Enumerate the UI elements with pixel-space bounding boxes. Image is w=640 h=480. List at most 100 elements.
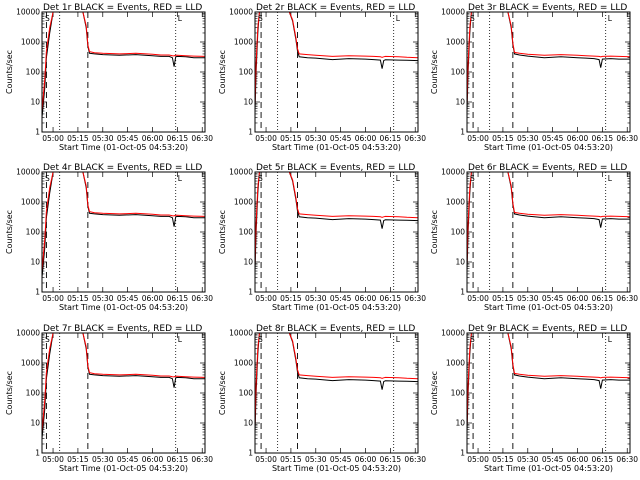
series-line-events — [255, 12, 418, 112]
chart-panel-7: 1 10 100 1000 10000 05:00 05:15 05:30 05:45 06:00… — [5, 324, 213, 473]
y-tick-label: 10000 — [16, 329, 40, 338]
corner-label-left: S — [470, 14, 475, 23]
y-tick-label: 10000 — [229, 168, 253, 177]
x-tick-label: 05:00 — [255, 134, 277, 143]
x-tick-label: 06:00 — [567, 294, 589, 303]
series-line-events — [467, 12, 630, 112]
plot-frame — [466, 332, 631, 454]
y-tick-label: 1 — [35, 288, 40, 297]
y-axis-label: Counts/sec — [218, 50, 227, 94]
chart-title: Det 7r BLACK = Events, RED = LLD — [43, 324, 202, 334]
corner-label-right: L — [608, 14, 613, 23]
chart-title: Det 5r BLACK = Events, RED = LLD — [256, 163, 415, 173]
corner-label-left: S — [45, 174, 50, 183]
y-axis-label: Counts/sec — [5, 371, 14, 415]
y-tick-label: 1000 — [446, 198, 465, 207]
y-tick-label: 1 — [460, 449, 465, 458]
series-line-lld — [42, 333, 205, 433]
chart-title: Det 3r BLACK = Events, RED = LLD — [468, 3, 627, 13]
x-axis-label: Start Time (01-Oct-05 04:53:20) — [272, 464, 401, 473]
x-tick-label: 06:00 — [567, 134, 589, 143]
x-tick-label: 05:45 — [117, 294, 139, 303]
corner-label-left: S — [258, 14, 263, 23]
x-tick-label: 06:30 — [616, 294, 638, 303]
x-tick-label: 05:15 — [280, 134, 302, 143]
chart-title: Det 1r BLACK = Events, RED = LLD — [43, 3, 202, 13]
corner-label-left: S — [45, 335, 50, 344]
y-tick-label: 1 — [248, 128, 253, 137]
x-tick-label: 06:00 — [142, 134, 164, 143]
x-axis-label: Start Time (01-Oct-05 04:53:20) — [59, 143, 188, 152]
y-tick-label: 100 — [239, 228, 254, 237]
plot-frame — [254, 332, 419, 454]
x-tick-label: 06:00 — [142, 294, 164, 303]
y-tick-label: 1 — [35, 128, 40, 137]
x-tick-label: 05:15 — [492, 134, 514, 143]
series-line-lld — [42, 172, 205, 272]
y-tick-label: 10 — [30, 98, 40, 107]
chart-panel-5: 1 10 100 1000 10000 05:00 05:15 05:30 05:45 06:00… — [218, 163, 426, 312]
x-tick-label: 05:00 — [42, 455, 64, 464]
y-axis-label: Counts/sec — [430, 50, 439, 94]
y-tick-label: 1 — [460, 128, 465, 137]
y-tick-label: 10 — [455, 419, 465, 428]
series-line-lld — [467, 172, 630, 265]
x-tick-label: 06:15 — [167, 134, 189, 143]
chart-title: Det 8r BLACK = Events, RED = LLD — [256, 324, 415, 334]
plot-frame — [254, 11, 419, 133]
series-line-events — [255, 333, 418, 433]
x-tick-label: 05:30 — [305, 294, 327, 303]
plot-frame — [41, 332, 206, 454]
y-axis-label: Counts/sec — [218, 371, 227, 415]
y-tick-label: 100 — [451, 389, 466, 398]
x-tick-label: 06:15 — [167, 455, 189, 464]
x-tick-label: 05:00 — [255, 455, 277, 464]
plot-frame — [466, 11, 631, 133]
x-tick-label: 05:30 — [92, 455, 114, 464]
x-tick-label: 05:30 — [92, 134, 114, 143]
y-axis-label: Counts/sec — [5, 210, 14, 254]
chart-panel-1: 1 10 100 1000 10000 05:00 05:15 05:30 05:45 06:00… — [5, 3, 213, 152]
x-tick-label: 05:45 — [330, 294, 352, 303]
x-tick-label: 05:00 — [467, 455, 489, 464]
y-tick-label: 10 — [243, 419, 253, 428]
y-tick-label: 1000 — [21, 198, 40, 207]
chart-panel-3: 1 10 100 1000 10000 05:00 05:15 05:30 05:45 06:00… — [430, 3, 638, 152]
y-tick-label: 10000 — [441, 329, 465, 338]
x-tick-label: 06:00 — [142, 455, 164, 464]
y-tick-label: 10000 — [229, 8, 253, 17]
y-tick-label: 10000 — [16, 8, 40, 17]
x-tick-label: 05:15 — [492, 455, 514, 464]
y-axis-label: Counts/sec — [430, 210, 439, 254]
corner-label-right: L — [608, 174, 613, 183]
series-line-lld — [42, 12, 205, 112]
y-tick-label: 1000 — [21, 38, 40, 47]
x-tick-label: 05:00 — [255, 294, 277, 303]
chart-panel-6: 1 10 100 1000 10000 05:00 05:15 05:30 05:45 06:00… — [430, 163, 638, 312]
chart-title: Det 9r BLACK = Events, RED = LLD — [468, 324, 627, 334]
y-tick-label: 1000 — [234, 359, 253, 368]
chart-title: Det 4r BLACK = Events, RED = LLD — [43, 163, 202, 173]
y-tick-label: 1000 — [234, 198, 253, 207]
x-axis-label: Start Time (01-Oct-05 04:53:20) — [59, 464, 188, 473]
x-tick-label: 05:15 — [492, 294, 514, 303]
x-tick-label: 06:15 — [167, 294, 189, 303]
x-tick-label: 05:45 — [330, 455, 352, 464]
x-tick-label: 06:15 — [592, 455, 614, 464]
x-tick-label: 05:45 — [330, 134, 352, 143]
x-tick-label: 06:00 — [355, 455, 377, 464]
y-axis-label: Counts/sec — [5, 50, 14, 94]
y-tick-label: 1 — [248, 288, 253, 297]
y-tick-label: 100 — [451, 228, 466, 237]
x-tick-label: 05:45 — [542, 294, 564, 303]
x-axis-label: Start Time (01-Oct-05 04:53:20) — [59, 303, 188, 312]
x-tick-label: 05:30 — [517, 134, 539, 143]
x-tick-label: 05:30 — [92, 294, 114, 303]
y-tick-label: 1 — [460, 288, 465, 297]
y-tick-label: 10 — [243, 258, 253, 267]
y-tick-label: 1000 — [446, 359, 465, 368]
y-tick-label: 100 — [26, 228, 41, 237]
chart-panel-9: 1 10 100 1000 10000 05:00 05:15 05:30 05:45 06:00… — [430, 324, 638, 473]
y-tick-label: 10 — [455, 98, 465, 107]
y-tick-label: 1000 — [234, 38, 253, 47]
